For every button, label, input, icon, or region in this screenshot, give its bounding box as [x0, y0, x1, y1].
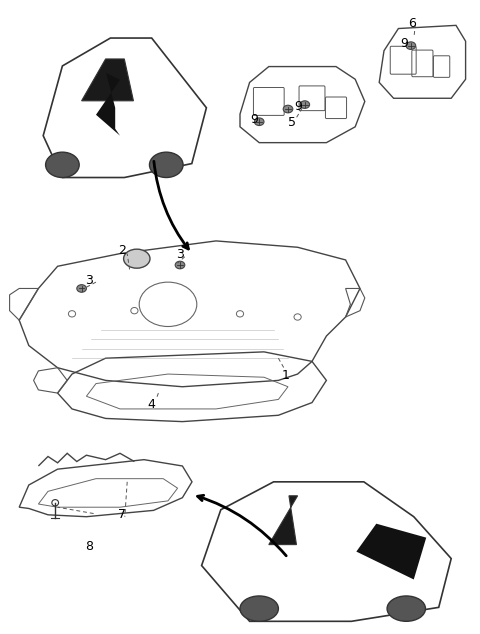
Text: 9: 9 [295, 100, 302, 113]
Polygon shape [96, 73, 120, 136]
Ellipse shape [283, 105, 293, 113]
Ellipse shape [240, 596, 278, 621]
Polygon shape [356, 524, 426, 579]
Ellipse shape [300, 101, 310, 108]
Text: 3: 3 [176, 249, 183, 261]
Ellipse shape [149, 152, 183, 178]
Polygon shape [269, 496, 298, 545]
Text: 8: 8 [85, 540, 93, 553]
Polygon shape [82, 59, 133, 101]
Text: 9: 9 [401, 37, 408, 49]
Text: 4: 4 [147, 398, 155, 411]
Ellipse shape [46, 152, 79, 178]
Text: 7: 7 [119, 508, 126, 521]
Text: 9: 9 [251, 113, 258, 126]
Text: 2: 2 [119, 244, 126, 257]
Ellipse shape [123, 249, 150, 268]
Text: 3: 3 [85, 274, 93, 287]
Ellipse shape [175, 261, 185, 269]
Ellipse shape [254, 118, 264, 126]
Text: 6: 6 [408, 17, 416, 30]
Ellipse shape [77, 285, 86, 292]
Ellipse shape [387, 596, 425, 621]
Text: 1: 1 [282, 369, 289, 382]
Text: 5: 5 [288, 116, 296, 129]
Ellipse shape [406, 42, 416, 49]
